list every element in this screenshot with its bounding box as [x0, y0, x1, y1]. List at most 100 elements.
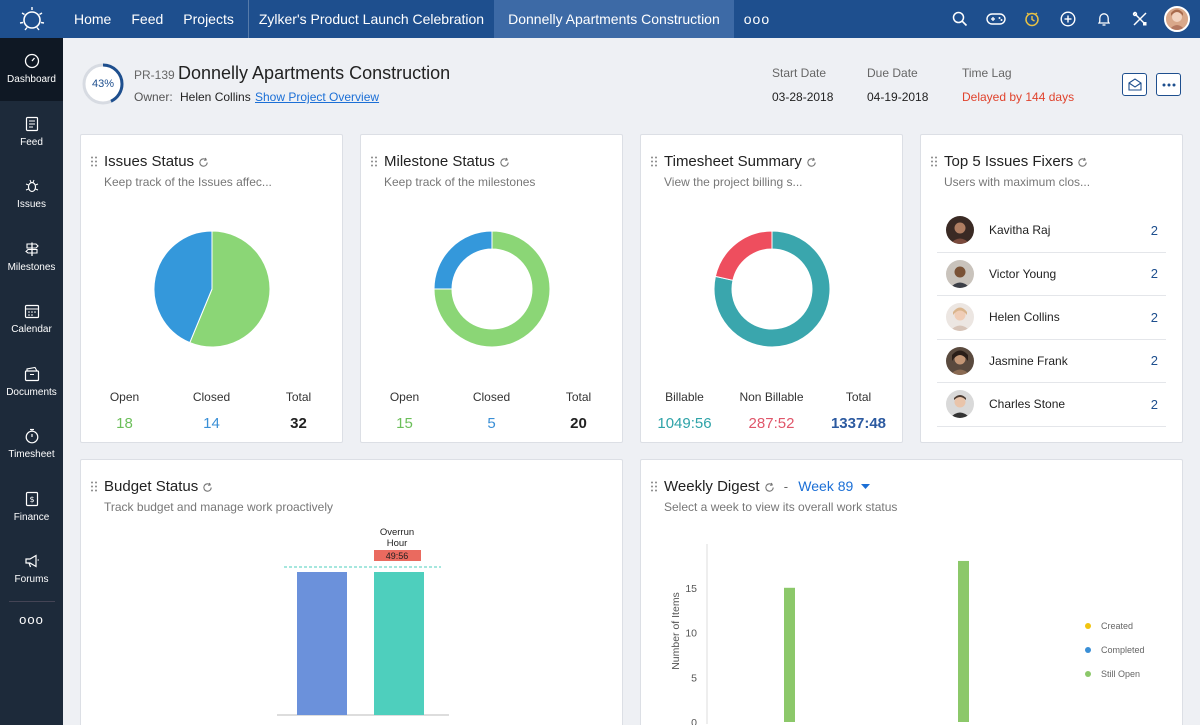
- overrun-value: 49:56: [386, 551, 409, 561]
- fixer-count[interactable]: 2: [1150, 266, 1158, 282]
- sidebar-item-label: Timesheet: [8, 449, 55, 461]
- refresh-icon[interactable]: [202, 482, 213, 493]
- refresh-icon[interactable]: [198, 157, 209, 168]
- pie-slice-non-billable[interactable]: [714, 230, 773, 281]
- more-options-button[interactable]: [1156, 73, 1181, 96]
- sidebar-item-label: Issues: [17, 199, 46, 211]
- avatar: [946, 303, 974, 332]
- weekly-bar[interactable]: [958, 560, 969, 722]
- refresh-icon[interactable]: [806, 157, 817, 168]
- search-icon[interactable]: [942, 0, 978, 38]
- card-title: Weekly Digest - Week 89: [664, 478, 871, 495]
- pie-slice-open[interactable]: [433, 230, 551, 348]
- issues-open[interactable]: Open 18: [81, 390, 168, 432]
- pie-slice-open[interactable]: [189, 230, 271, 348]
- sidebar-item-documents[interactable]: Documents: [0, 351, 63, 414]
- project-header: 43% PR-139 Donnelly Apartments Construct…: [63, 38, 1200, 133]
- card-subtitle: Track budget and manage work proactively: [104, 500, 334, 514]
- refresh-icon[interactable]: [499, 157, 510, 168]
- due-date-value: 04-19-2018: [867, 90, 929, 104]
- pie-slice-closed[interactable]: [433, 230, 493, 290]
- milestones-donut-chart: [433, 230, 551, 348]
- nav-feed[interactable]: Feed: [131, 11, 164, 27]
- refresh-icon[interactable]: [764, 482, 775, 493]
- gamepad-icon[interactable]: [978, 0, 1014, 38]
- y-tick-label: 15: [685, 583, 697, 595]
- pie-slice-billable[interactable]: [713, 230, 831, 348]
- tab-zylker-launch[interactable]: Zylker's Product Launch Celebration: [258, 11, 485, 27]
- card-subtitle: Keep track of the milestones: [384, 175, 536, 189]
- drag-handle-icon[interactable]: [931, 156, 937, 167]
- sidebar-more-button[interactable]: ooo: [19, 611, 44, 627]
- legend-completed[interactable]: Completed: [1101, 645, 1145, 655]
- card-subtitle: Keep track of the Issues affec...: [104, 175, 272, 189]
- y-tick-label: 10: [685, 628, 697, 640]
- fixer-name: Victor Young: [989, 266, 1057, 281]
- sidebar-item-forums[interactable]: Forums: [0, 538, 63, 601]
- milestones-total[interactable]: Total 20: [535, 390, 622, 432]
- list-item[interactable]: Jasmine Frank 2: [937, 340, 1166, 383]
- list-item[interactable]: Helen Collins 2: [937, 296, 1166, 340]
- sidebar-item-label: Dashboard: [7, 74, 56, 86]
- weekly-bar[interactable]: [784, 587, 795, 722]
- sidebar-item-issues[interactable]: Issues: [0, 163, 63, 226]
- issues-total-count: 32: [290, 415, 307, 432]
- tab-donnelly-apartments[interactable]: Donnelly Apartments Construction: [494, 0, 734, 38]
- list-item[interactable]: Victor Young 2: [937, 253, 1166, 296]
- budget-bar-actual[interactable]: [374, 572, 424, 715]
- sidebar-item-timesheet[interactable]: Timesheet: [0, 413, 63, 476]
- drag-handle-icon[interactable]: [91, 156, 97, 167]
- drag-handle-icon[interactable]: [371, 156, 377, 167]
- clock-icon[interactable]: [1014, 0, 1050, 38]
- refresh-icon[interactable]: [1077, 157, 1088, 168]
- user-avatar[interactable]: [1164, 6, 1190, 32]
- fixer-count[interactable]: 2: [1150, 353, 1158, 369]
- nav-more-button[interactable]: ooo: [743, 11, 771, 27]
- timesheet-donut-chart: [713, 230, 831, 348]
- issues-total[interactable]: Total 32: [255, 390, 342, 432]
- sidebar-item-milestones[interactable]: Milestones: [0, 226, 63, 289]
- nav-home[interactable]: Home: [74, 11, 112, 27]
- issues-open-count: 18: [116, 415, 133, 432]
- drag-handle-icon[interactable]: [651, 156, 657, 167]
- budget-bar-estimated[interactable]: [297, 572, 347, 715]
- app-logo-icon[interactable]: [0, 0, 64, 38]
- sidebar-item-calendar[interactable]: Calendar: [0, 288, 63, 351]
- fixer-count[interactable]: 2: [1150, 396, 1158, 412]
- timesheet-total[interactable]: Total 1337:48: [815, 390, 902, 432]
- avatar: [946, 216, 974, 245]
- show-project-overview-link[interactable]: Show Project Overview: [255, 90, 380, 104]
- issues-closed[interactable]: Closed 14: [168, 390, 255, 432]
- sidebar-item-feed[interactable]: Feed: [0, 101, 63, 164]
- project-progress: 43%: [81, 62, 125, 106]
- legend-created[interactable]: Created: [1101, 621, 1133, 631]
- milestones-closed[interactable]: Closed 5: [448, 390, 535, 432]
- more-icon: [1162, 83, 1175, 86]
- documents-icon: [24, 366, 39, 381]
- pie-slice-closed[interactable]: [153, 230, 213, 344]
- avatar: [946, 259, 974, 288]
- nav-projects[interactable]: Projects: [183, 11, 234, 27]
- list-item[interactable]: Kavitha Raj 2: [937, 209, 1166, 253]
- sidebar: Dashboard Feed Issues Milestones Calenda…: [0, 38, 63, 725]
- start-date: Start Date 03-28-2018: [772, 66, 833, 104]
- fixer-count[interactable]: 2: [1150, 309, 1158, 325]
- drag-handle-icon[interactable]: [651, 481, 657, 492]
- list-item[interactable]: Charles Stone 2: [937, 383, 1166, 427]
- add-icon[interactable]: [1050, 0, 1086, 38]
- avatar: [946, 346, 974, 375]
- legend-dot-still-open: [1085, 671, 1091, 677]
- drag-handle-icon[interactable]: [91, 481, 97, 492]
- sidebar-item-dashboard[interactable]: Dashboard: [0, 38, 63, 101]
- bell-icon[interactable]: [1086, 0, 1122, 38]
- email-button[interactable]: [1122, 73, 1147, 96]
- milestones-open[interactable]: Open 15: [361, 390, 448, 432]
- timesheet-billable[interactable]: Billable 1049:56: [641, 390, 728, 432]
- fixer-count[interactable]: 2: [1150, 222, 1158, 238]
- sidebar-item-label: Forums: [14, 574, 49, 586]
- timesheet-non-billable[interactable]: Non Billable 287:52: [728, 390, 815, 432]
- legend-still-open[interactable]: Still Open: [1101, 669, 1140, 679]
- week-select[interactable]: Week 89: [798, 478, 871, 494]
- sidebar-item-finance[interactable]: $ Finance: [0, 476, 63, 539]
- tools-icon[interactable]: [1122, 0, 1158, 38]
